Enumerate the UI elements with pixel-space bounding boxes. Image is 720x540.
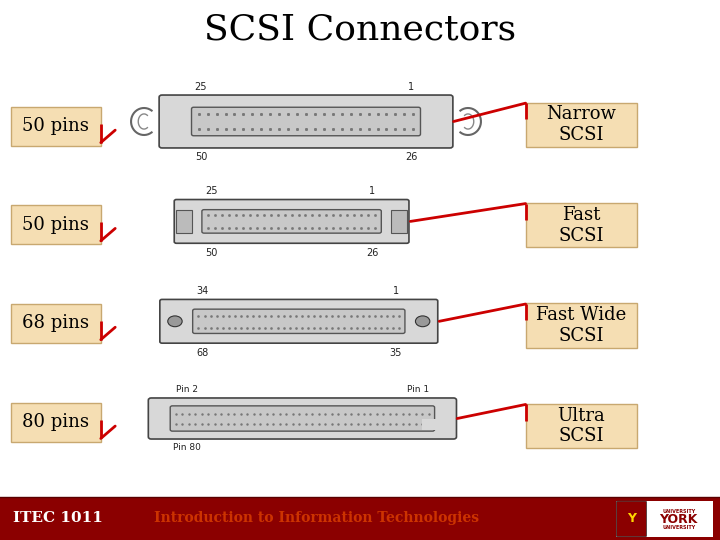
Text: ITEC 1011: ITEC 1011 bbox=[13, 511, 103, 525]
Text: Ultra
SCSI: Ultra SCSI bbox=[557, 407, 606, 446]
Text: 68: 68 bbox=[196, 348, 208, 358]
FancyBboxPatch shape bbox=[202, 210, 382, 233]
FancyBboxPatch shape bbox=[11, 107, 101, 146]
Bar bbox=[0, 497, 720, 540]
FancyBboxPatch shape bbox=[193, 309, 405, 333]
Text: Pin 1: Pin 1 bbox=[407, 384, 429, 394]
Text: 26: 26 bbox=[366, 248, 378, 258]
FancyBboxPatch shape bbox=[526, 203, 637, 247]
Circle shape bbox=[415, 316, 430, 327]
Text: Pin 2: Pin 2 bbox=[176, 384, 198, 394]
FancyBboxPatch shape bbox=[422, 418, 436, 429]
FancyBboxPatch shape bbox=[616, 501, 647, 537]
FancyBboxPatch shape bbox=[11, 304, 101, 343]
Text: Pin 80: Pin 80 bbox=[173, 443, 201, 453]
Text: 35: 35 bbox=[390, 348, 402, 358]
Bar bbox=[616, 501, 713, 537]
FancyBboxPatch shape bbox=[160, 299, 438, 343]
Text: 50 pins: 50 pins bbox=[22, 117, 89, 136]
Text: 1: 1 bbox=[369, 186, 375, 195]
FancyBboxPatch shape bbox=[159, 95, 453, 148]
Text: 50: 50 bbox=[205, 248, 217, 258]
Text: 34: 34 bbox=[196, 286, 208, 296]
Text: Y: Y bbox=[627, 512, 636, 525]
FancyBboxPatch shape bbox=[526, 404, 637, 448]
Text: 68 pins: 68 pins bbox=[22, 314, 89, 333]
FancyBboxPatch shape bbox=[174, 200, 409, 243]
Text: 50: 50 bbox=[194, 152, 207, 163]
Text: 1: 1 bbox=[408, 82, 414, 92]
Text: 1: 1 bbox=[392, 286, 399, 296]
Text: 25: 25 bbox=[205, 186, 217, 195]
Text: 26: 26 bbox=[405, 152, 418, 163]
FancyBboxPatch shape bbox=[170, 406, 435, 431]
Text: UNIVERSITY: UNIVERSITY bbox=[662, 509, 696, 515]
FancyBboxPatch shape bbox=[148, 398, 456, 439]
Text: UNIVERSITY: UNIVERSITY bbox=[662, 525, 696, 530]
Bar bbox=[391, 210, 407, 233]
Text: Introduction to Information Technologies: Introduction to Information Technologies bbox=[154, 511, 480, 525]
Text: Fast Wide
SCSI: Fast Wide SCSI bbox=[536, 306, 626, 345]
Text: YORK: YORK bbox=[660, 513, 698, 526]
FancyBboxPatch shape bbox=[11, 403, 101, 442]
Text: SCSI Connectors: SCSI Connectors bbox=[204, 13, 516, 46]
FancyBboxPatch shape bbox=[526, 103, 637, 147]
Text: Narrow
SCSI: Narrow SCSI bbox=[546, 105, 616, 144]
Text: 80 pins: 80 pins bbox=[22, 413, 89, 431]
FancyBboxPatch shape bbox=[192, 107, 420, 136]
Text: 25: 25 bbox=[194, 82, 207, 92]
Text: 50 pins: 50 pins bbox=[22, 215, 89, 234]
FancyBboxPatch shape bbox=[526, 303, 637, 348]
Text: Fast
SCSI: Fast SCSI bbox=[559, 206, 604, 245]
Bar bbox=[176, 210, 192, 233]
FancyBboxPatch shape bbox=[11, 205, 101, 244]
Circle shape bbox=[168, 316, 182, 327]
